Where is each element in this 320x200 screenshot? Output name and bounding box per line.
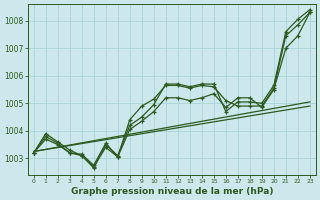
X-axis label: Graphe pression niveau de la mer (hPa): Graphe pression niveau de la mer (hPa) bbox=[70, 187, 273, 196]
